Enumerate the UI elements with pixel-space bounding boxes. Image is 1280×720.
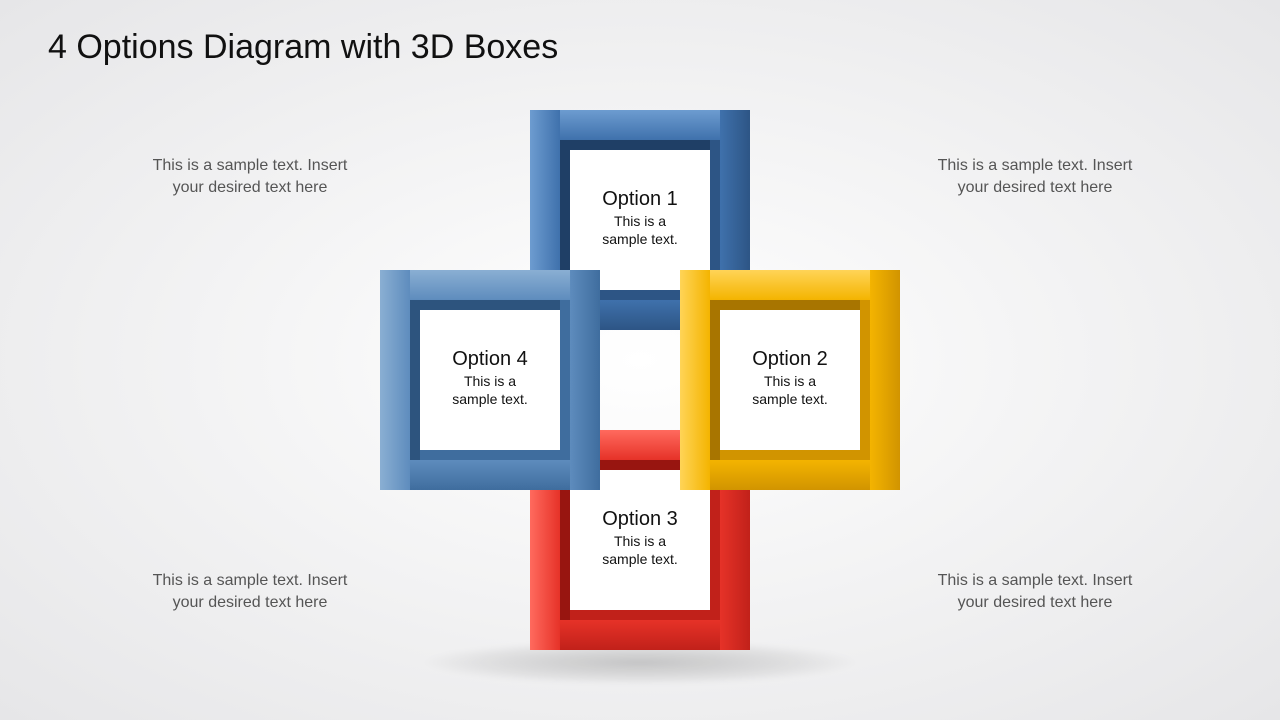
side-text-line: This is a sample text. Insert [938,157,1133,174]
frame-rim [560,140,720,150]
frame-edge [380,270,600,300]
option-subtext: This is asample text. [380,373,600,408]
frame-rim [710,300,870,310]
side-text-line: your desired text here [958,594,1113,611]
label-option3: Option 3 This is asample text. [530,508,750,568]
frame-edge [680,460,900,490]
frame-edge [380,460,600,490]
option-subtext: This is asample text. [680,373,900,408]
option-title: Option 2 [680,348,900,371]
frame-rim [410,300,570,310]
option-title: Option 3 [530,508,750,531]
frame-edge [530,110,750,140]
side-text-top-left: This is a sample text. Insert your desir… [120,155,380,200]
side-text-top-right: This is a sample text. Insert your desir… [905,155,1165,200]
label-option2: Option 2 This is asample text. [680,348,900,408]
frame-edge [680,270,900,300]
side-text-line: your desired text here [173,594,328,611]
frame-rim [410,450,570,460]
side-text-line: This is a sample text. Insert [153,157,348,174]
option-subtext: This is asample text. [530,213,750,248]
side-text-line: your desired text here [173,179,328,196]
option-title: Option 4 [380,348,600,371]
side-text-line: This is a sample text. Insert [938,572,1133,589]
side-text-line: your desired text here [958,179,1113,196]
label-option1: Option 1 This is asample text. [530,188,750,248]
side-text-bottom-left: This is a sample text. Insert your desir… [120,570,380,615]
frame-edge [530,620,750,650]
frame-rim [710,450,870,460]
diagram-canvas: Option 1 This is asample text. Option 2 … [0,0,1280,720]
label-option4: Option 4 This is asample text. [380,348,600,408]
option-title: Option 1 [530,188,750,211]
frame-rim [560,610,720,620]
side-text-line: This is a sample text. Insert [153,572,348,589]
option-subtext: This is asample text. [530,533,750,568]
side-text-bottom-right: This is a sample text. Insert your desir… [905,570,1165,615]
